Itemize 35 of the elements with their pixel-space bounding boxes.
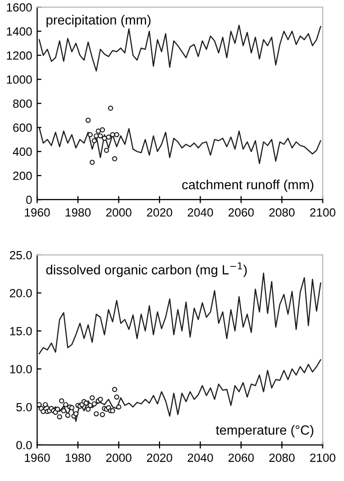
x-tick-label: 2020 — [146, 208, 172, 217]
x-tick-label: 1980 — [66, 454, 91, 462]
y-tick-label: 1400 — [6, 27, 32, 36]
y-tick-label: 25.0 — [10, 250, 32, 260]
y-tick-label: 15.0 — [10, 326, 32, 336]
x-tick-label: 2020 — [146, 454, 172, 462]
x-tick-label: 2100 — [310, 454, 336, 462]
x-tick-label: 2040 — [188, 454, 213, 462]
x-tick-label: 1960 — [24, 208, 50, 217]
y-tick-label: 1000 — [6, 75, 32, 84]
series-label: temperature (°C) — [216, 425, 314, 438]
y-tick-label: 10.0 — [10, 364, 32, 374]
y-tick-label: 200 — [13, 172, 32, 180]
y-tick-label: 0.0 — [16, 440, 32, 450]
x-tick-label: 1960 — [24, 454, 50, 462]
y-tick-label: 1200 — [6, 51, 32, 60]
series-label: catchment runoff (mm) — [182, 180, 314, 192]
y-tick-label: 1600 — [6, 3, 32, 12]
x-tick-label: 2060 — [228, 208, 254, 217]
x-tick-label: 2100 — [310, 208, 336, 217]
y-tick-label: 5.0 — [16, 402, 32, 412]
y-tick-label: 600 — [13, 124, 32, 132]
x-tick-label: 2080 — [269, 454, 295, 462]
x-tick-label: 2000 — [106, 454, 132, 462]
y-tick-label: 0 — [26, 196, 32, 204]
y-tick-label: 20.0 — [10, 288, 32, 298]
series-label: dissolved organic carbon (mg L$^{−1}$) — [46, 262, 247, 278]
x-tick-label: 2000 — [106, 208, 132, 217]
x-tick-label: 2040 — [188, 208, 213, 217]
x-tick-label: 1980 — [66, 208, 91, 217]
y-tick-label: 800 — [13, 99, 32, 108]
x-tick-label: 2060 — [228, 454, 254, 462]
series-label: precipitation (mm) — [46, 14, 150, 28]
x-tick-label: 2080 — [269, 208, 295, 217]
y-tick-label: 400 — [12, 148, 32, 156]
